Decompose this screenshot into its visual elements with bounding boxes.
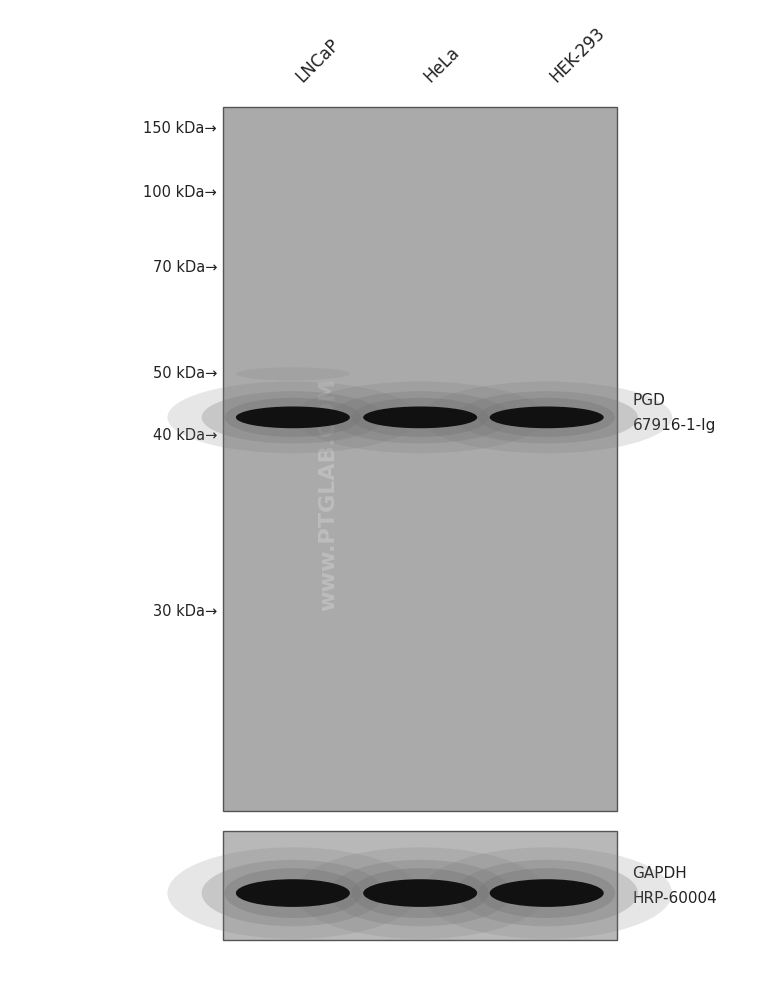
Ellipse shape xyxy=(329,859,512,927)
Ellipse shape xyxy=(236,367,350,381)
Ellipse shape xyxy=(455,392,638,443)
Ellipse shape xyxy=(201,859,384,927)
Ellipse shape xyxy=(478,398,615,437)
Ellipse shape xyxy=(363,406,477,428)
Ellipse shape xyxy=(224,398,362,437)
Ellipse shape xyxy=(455,859,638,927)
Ellipse shape xyxy=(167,848,419,939)
Text: 150 kDa→: 150 kDa→ xyxy=(144,121,217,136)
Text: HEK-293: HEK-293 xyxy=(547,24,608,86)
Ellipse shape xyxy=(421,382,672,453)
Ellipse shape xyxy=(329,392,512,443)
Text: PGD: PGD xyxy=(633,393,665,408)
Bar xyxy=(223,831,617,940)
Ellipse shape xyxy=(490,406,604,428)
Text: 100 kDa→: 100 kDa→ xyxy=(144,185,217,201)
Bar xyxy=(223,107,617,811)
Ellipse shape xyxy=(351,398,489,437)
Ellipse shape xyxy=(294,848,546,939)
Ellipse shape xyxy=(201,392,384,443)
Ellipse shape xyxy=(224,868,362,918)
Ellipse shape xyxy=(351,868,489,918)
Text: HRP-60004: HRP-60004 xyxy=(633,890,718,906)
Ellipse shape xyxy=(294,382,546,453)
Text: HeLa: HeLa xyxy=(420,44,462,86)
Text: 40 kDa→: 40 kDa→ xyxy=(153,427,217,443)
Text: 30 kDa→: 30 kDa→ xyxy=(153,603,217,619)
Text: 67916-1-Ig: 67916-1-Ig xyxy=(633,417,716,433)
Ellipse shape xyxy=(478,868,615,918)
Ellipse shape xyxy=(236,406,350,428)
Text: 50 kDa→: 50 kDa→ xyxy=(153,366,217,382)
Ellipse shape xyxy=(167,382,419,453)
Ellipse shape xyxy=(236,879,350,907)
Ellipse shape xyxy=(490,879,604,907)
Ellipse shape xyxy=(363,879,477,907)
Ellipse shape xyxy=(421,848,672,939)
Text: LNCaP: LNCaP xyxy=(293,36,344,86)
Text: www.PTGLAB.COM: www.PTGLAB.COM xyxy=(318,378,338,611)
Text: GAPDH: GAPDH xyxy=(633,865,687,881)
Text: 70 kDa→: 70 kDa→ xyxy=(152,259,217,275)
